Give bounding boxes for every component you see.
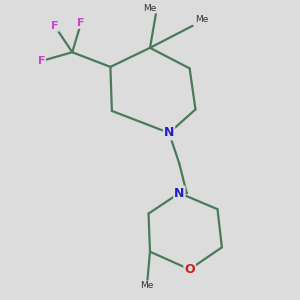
Text: Me: Me bbox=[143, 4, 157, 13]
Text: Me: Me bbox=[140, 281, 154, 290]
Text: F: F bbox=[51, 21, 59, 31]
Text: Me: Me bbox=[195, 16, 208, 25]
Text: N: N bbox=[174, 187, 184, 200]
Text: N: N bbox=[164, 126, 174, 140]
Text: F: F bbox=[77, 18, 85, 28]
Text: O: O bbox=[184, 263, 195, 276]
Text: F: F bbox=[38, 56, 45, 66]
